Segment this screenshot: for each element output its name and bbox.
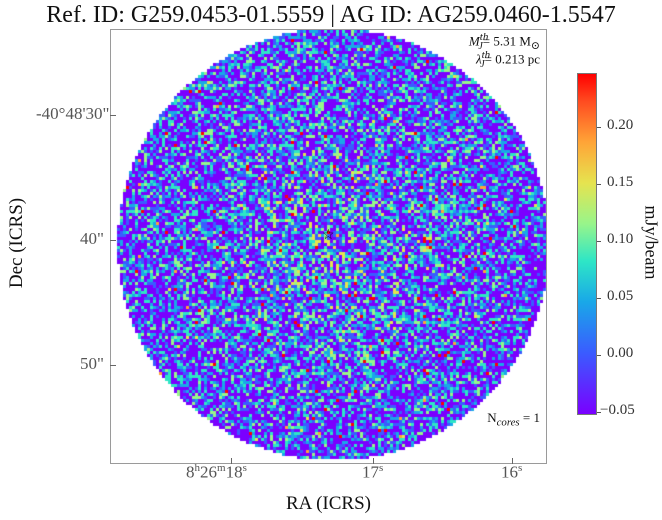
colorbar-tick-mark	[597, 184, 601, 185]
x-tick-mark	[373, 458, 374, 464]
figure-title: Ref. ID: G259.0453-01.5559 | AG ID: AG25…	[46, 2, 616, 28]
mass-unit-sub: ⊙	[530, 39, 540, 52]
x-tick-label-1: 17s	[362, 462, 384, 482]
y-tick-label: -40°48'30"	[36, 104, 110, 123]
mass-sup: th	[479, 31, 489, 43]
y-tick-mark	[110, 240, 116, 241]
lambda-sub: J	[480, 58, 485, 70]
ncores-label: Ncores = 1	[487, 410, 540, 429]
ncores-prefix: N	[487, 410, 497, 425]
jeans-mass-annotation: MthJ= 5.31 M⊙	[469, 31, 540, 52]
y-tick-mark	[110, 365, 116, 366]
x-tick-label-2: 16s	[501, 462, 523, 482]
colorbar-tick-mark	[597, 241, 601, 242]
lambda-symbol: λ	[475, 51, 482, 67]
x-tick-label-0: 8h26m18s	[186, 462, 247, 482]
jeans-length-annotation: λthJ= 0.213 pc	[476, 49, 540, 70]
colorbar-tick-label: 0.15	[607, 174, 634, 190]
ncores-sub: cores	[496, 416, 520, 429]
ncores-value: = 1	[519, 410, 540, 425]
mass-value: = 5.31 M	[482, 33, 531, 49]
y-tick-label: 40"	[80, 229, 104, 248]
lambda-value: = 0.213 pc	[484, 51, 540, 67]
colorbar-tick-label: 0.00	[607, 345, 634, 361]
x-tick-mark	[512, 458, 513, 464]
colorbar-tick-label: 0.20	[607, 117, 634, 133]
colorbar-tick-mark	[597, 355, 601, 356]
y-axis-title: Dec (ICRS)	[6, 197, 27, 289]
y-tick-label: 50"	[80, 354, 104, 373]
lambda-sup: th	[481, 49, 491, 61]
colorbar-tick-mark	[597, 298, 601, 299]
colorbar-tick-mark	[597, 412, 601, 413]
colorbar-tick-label: 0.05	[607, 288, 634, 304]
colorbar-tick-label: −0.05	[600, 402, 635, 418]
colorbar-tick-mark	[597, 127, 601, 128]
mass-sub: J	[478, 40, 483, 52]
image-frame: ☆ MthJ= 5.31 M⊙ λthJ= 0.213 pc Ncores = …	[110, 29, 547, 464]
y-tick-mark	[110, 115, 116, 116]
mass-symbol: M	[468, 33, 480, 49]
x-tick-mark	[231, 458, 232, 464]
colorbar	[577, 73, 597, 415]
intensity-map	[111, 30, 546, 463]
star-outline-icon: ☆	[322, 228, 335, 243]
colorbar-label: mJy/beam	[641, 205, 662, 280]
colorbar-tick-label: 0.10	[607, 231, 634, 247]
x-axis-title: RA (ICRS)	[286, 493, 371, 514]
